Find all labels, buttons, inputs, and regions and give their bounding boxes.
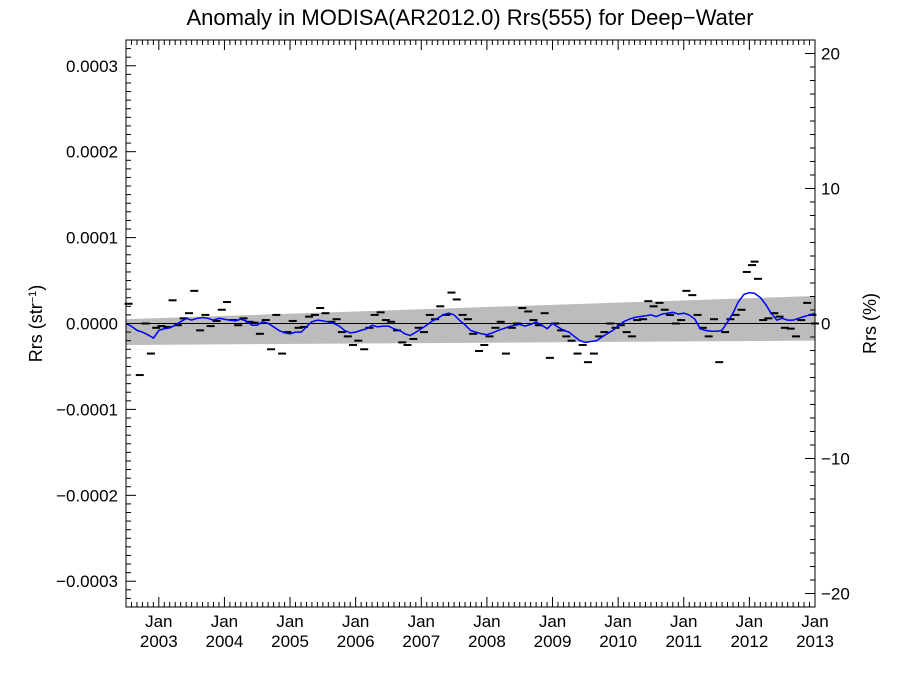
- smoothed-line-layer: [125, 291, 816, 344]
- x-tick-month-label: Jan: [670, 612, 697, 631]
- y-axis-title-superscript: −1: [27, 291, 39, 304]
- x-tick-year-label: 2013: [796, 632, 834, 651]
- x-tick-month-label: Jan: [473, 612, 500, 631]
- y-tick-label: 0.0003: [66, 57, 118, 76]
- x-tick-month-label: Jan: [211, 612, 238, 631]
- x-tick-year-label: 2007: [402, 632, 440, 651]
- y-tick-label: 0.0002: [66, 143, 118, 162]
- chart-title: Anomaly in MODISA(AR2012.0) Rrs(555) for…: [186, 5, 753, 30]
- x-tick-month-label: Jan: [408, 612, 435, 631]
- x-tick-year-label: 2003: [140, 632, 178, 651]
- x-tick-month-label: Jan: [736, 612, 763, 631]
- anomaly-points-layer: [124, 260, 819, 377]
- y-tick-label: −0.0003: [56, 572, 118, 591]
- x-tick-month-label: Jan: [276, 612, 303, 631]
- y-tick-label: −0.0001: [56, 400, 118, 419]
- y-right-tick-label: 0: [821, 315, 830, 334]
- x-tick-year-label: 2009: [534, 632, 572, 651]
- x-tick-year-label: 2010: [599, 632, 637, 651]
- x-tick-year-label: 2004: [206, 632, 244, 651]
- x-tick-year-label: 2008: [468, 632, 506, 651]
- x-tick-month-label: Jan: [801, 612, 828, 631]
- y-axis-title-close: ): [26, 285, 46, 291]
- x-tick-month-label: Jan: [604, 612, 631, 631]
- y-axis-title-left: Rrs (str−1): [26, 285, 46, 363]
- y-right-tick-label: −10: [821, 450, 850, 469]
- x-tick-month-label: Jan: [145, 612, 172, 631]
- x-tick-year-label: 2006: [337, 632, 375, 651]
- y-tick-label: 0.0001: [66, 229, 118, 248]
- y-right-tick-label: −20: [821, 585, 850, 604]
- x-tick-year-label: 2012: [730, 632, 768, 651]
- right-y-axis: 20 10 0 −10 −20: [805, 39, 850, 608]
- y-tick-label: 0.0000: [66, 315, 118, 334]
- x-tick-month-label: Jan: [539, 612, 566, 631]
- x-tick-year-label: 2005: [271, 632, 309, 651]
- x-axis: Jan2003Jan2004Jan2005Jan2006Jan2007Jan20…: [125, 40, 834, 651]
- smoothed-anomaly-line: [125, 291, 816, 344]
- x-tick-year-label: 2011: [665, 632, 702, 651]
- y-tick-label: −0.0002: [56, 486, 118, 505]
- x-tick-month-label: Jan: [342, 612, 369, 631]
- y-right-tick-label: 20: [821, 45, 840, 64]
- y-axis-title-right: Rrs (%): [860, 293, 880, 354]
- y-right-tick-label: 10: [821, 180, 840, 199]
- left-y-axis: 0.0003 0.0002 0.0001 0.0000 −0.0001 −0.0002 −0…: [56, 39, 136, 608]
- y-axis-title-main: Rrs (str: [26, 303, 46, 362]
